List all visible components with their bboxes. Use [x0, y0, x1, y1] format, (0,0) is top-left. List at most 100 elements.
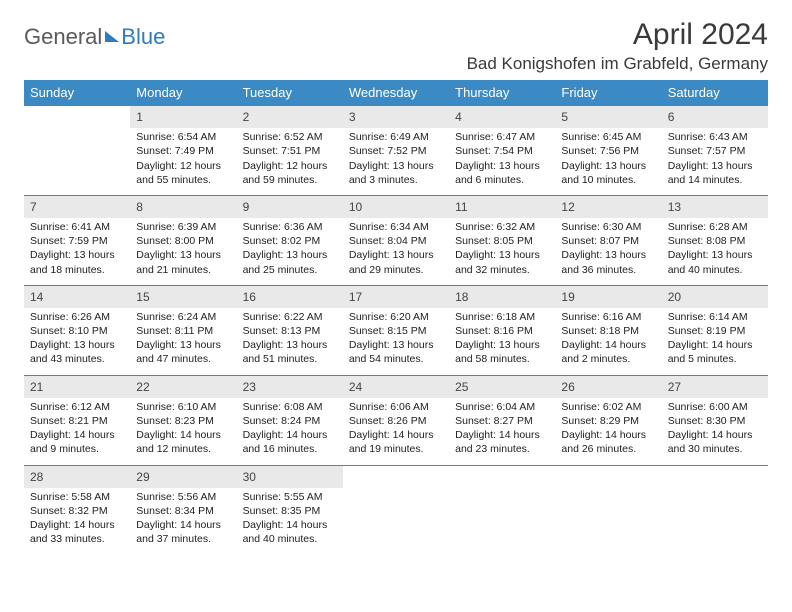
day-info: Sunrise: 5:56 AMSunset: 8:34 PMDaylight:…: [130, 488, 236, 555]
sunrise-text: Sunrise: 6:43 AM: [668, 130, 762, 144]
daylight-text: Daylight: 14 hours and 19 minutes.: [349, 428, 443, 456]
day-number-cell: 30: [237, 465, 343, 488]
day-number-cell: 29: [130, 465, 236, 488]
day-info-cell: Sunrise: 6:45 AMSunset: 7:56 PMDaylight:…: [555, 128, 661, 195]
day-info-cell: Sunrise: 6:47 AMSunset: 7:54 PMDaylight:…: [449, 128, 555, 195]
day-info-cell: Sunrise: 6:02 AMSunset: 8:29 PMDaylight:…: [555, 398, 661, 465]
sunset-text: Sunset: 7:51 PM: [243, 144, 337, 158]
day-number: 12: [555, 196, 661, 218]
day-info-cell: Sunrise: 6:54 AMSunset: 7:49 PMDaylight:…: [130, 128, 236, 195]
sunrise-text: Sunrise: 6:34 AM: [349, 220, 443, 234]
day-number: 23: [237, 376, 343, 398]
day-info: [449, 488, 555, 512]
brand-logo: General Blue: [24, 18, 165, 50]
day-number-cell: 24: [343, 375, 449, 398]
day-number-cell: 7: [24, 195, 130, 218]
day-info: Sunrise: 6:14 AMSunset: 8:19 PMDaylight:…: [662, 308, 768, 375]
daylight-text: Daylight: 13 hours and 43 minutes.: [30, 338, 124, 366]
sunset-text: Sunset: 8:16 PM: [455, 324, 549, 338]
day-number: 9: [237, 196, 343, 218]
day-number-cell: 27: [662, 375, 768, 398]
day-info-cell: Sunrise: 6:32 AMSunset: 8:05 PMDaylight:…: [449, 218, 555, 285]
sunrise-text: Sunrise: 6:16 AM: [561, 310, 655, 324]
day-info-cell: Sunrise: 6:49 AMSunset: 7:52 PMDaylight:…: [343, 128, 449, 195]
daylight-text: Daylight: 14 hours and 9 minutes.: [30, 428, 124, 456]
day-info-cell: [662, 488, 768, 555]
day-number-cell: 15: [130, 285, 236, 308]
sunrise-text: Sunrise: 6:22 AM: [243, 310, 337, 324]
page-title: April 2024: [467, 18, 768, 52]
sunrise-text: Sunrise: 6:39 AM: [136, 220, 230, 234]
day-info-cell: Sunrise: 6:18 AMSunset: 8:16 PMDaylight:…: [449, 308, 555, 375]
day-number-cell: 20: [662, 285, 768, 308]
day-info-cell: Sunrise: 6:06 AMSunset: 8:26 PMDaylight:…: [343, 398, 449, 465]
day-number-cell: [24, 106, 130, 129]
sunset-text: Sunset: 8:34 PM: [136, 504, 230, 518]
sunrise-text: Sunrise: 6:20 AM: [349, 310, 443, 324]
day-number-cell: 12: [555, 195, 661, 218]
day-number: 20: [662, 286, 768, 308]
day-info: Sunrise: 6:28 AMSunset: 8:08 PMDaylight:…: [662, 218, 768, 285]
sunrise-text: Sunrise: 5:58 AM: [30, 490, 124, 504]
day-number-cell: [555, 465, 661, 488]
day-info-cell: Sunrise: 5:55 AMSunset: 8:35 PMDaylight:…: [237, 488, 343, 555]
day-info-cell: Sunrise: 6:24 AMSunset: 8:11 PMDaylight:…: [130, 308, 236, 375]
sunset-text: Sunset: 8:13 PM: [243, 324, 337, 338]
day-info-cell: Sunrise: 6:28 AMSunset: 8:08 PMDaylight:…: [662, 218, 768, 285]
week-0-info-row: Sunrise: 6:54 AMSunset: 7:49 PMDaylight:…: [24, 128, 768, 195]
day-info: Sunrise: 6:22 AMSunset: 8:13 PMDaylight:…: [237, 308, 343, 375]
daylight-text: Daylight: 14 hours and 2 minutes.: [561, 338, 655, 366]
day-number-cell: [449, 465, 555, 488]
weekday-header-wednesday: Wednesday: [343, 80, 449, 106]
day-info: Sunrise: 6:36 AMSunset: 8:02 PMDaylight:…: [237, 218, 343, 285]
day-info: Sunrise: 6:45 AMSunset: 7:56 PMDaylight:…: [555, 128, 661, 195]
sunrise-text: Sunrise: 6:12 AM: [30, 400, 124, 414]
sunset-text: Sunset: 8:15 PM: [349, 324, 443, 338]
daylight-text: Daylight: 14 hours and 12 minutes.: [136, 428, 230, 456]
day-number: [555, 466, 661, 488]
day-info: Sunrise: 6:26 AMSunset: 8:10 PMDaylight:…: [24, 308, 130, 375]
day-info-cell: Sunrise: 6:39 AMSunset: 8:00 PMDaylight:…: [130, 218, 236, 285]
daylight-text: Daylight: 13 hours and 58 minutes.: [455, 338, 549, 366]
week-2-daynum-row: 14151617181920: [24, 285, 768, 308]
daylight-text: Daylight: 13 hours and 32 minutes.: [455, 248, 549, 276]
day-number: 14: [24, 286, 130, 308]
day-info: Sunrise: 6:04 AMSunset: 8:27 PMDaylight:…: [449, 398, 555, 465]
day-info-cell: Sunrise: 6:12 AMSunset: 8:21 PMDaylight:…: [24, 398, 130, 465]
day-number-cell: 22: [130, 375, 236, 398]
day-number-cell: [662, 465, 768, 488]
day-number-cell: 8: [130, 195, 236, 218]
day-number-cell: 23: [237, 375, 343, 398]
sunset-text: Sunset: 7:54 PM: [455, 144, 549, 158]
calendar-table: SundayMondayTuesdayWednesdayThursdayFrid…: [24, 80, 768, 554]
day-number: 8: [130, 196, 236, 218]
sunset-text: Sunset: 7:56 PM: [561, 144, 655, 158]
day-number: 30: [237, 466, 343, 488]
sunrise-text: Sunrise: 6:45 AM: [561, 130, 655, 144]
day-info-cell: [24, 128, 130, 195]
day-info: Sunrise: 6:34 AMSunset: 8:04 PMDaylight:…: [343, 218, 449, 285]
daylight-text: Daylight: 12 hours and 59 minutes.: [243, 159, 337, 187]
week-3-info-row: Sunrise: 6:12 AMSunset: 8:21 PMDaylight:…: [24, 398, 768, 465]
day-info: Sunrise: 6:41 AMSunset: 7:59 PMDaylight:…: [24, 218, 130, 285]
sunrise-text: Sunrise: 6:32 AM: [455, 220, 549, 234]
week-1-info-row: Sunrise: 6:41 AMSunset: 7:59 PMDaylight:…: [24, 218, 768, 285]
day-info-cell: Sunrise: 6:10 AMSunset: 8:23 PMDaylight:…: [130, 398, 236, 465]
day-info: Sunrise: 6:43 AMSunset: 7:57 PMDaylight:…: [662, 128, 768, 195]
sunrise-text: Sunrise: 6:28 AM: [668, 220, 762, 234]
day-number-cell: 16: [237, 285, 343, 308]
day-info-cell: Sunrise: 6:52 AMSunset: 7:51 PMDaylight:…: [237, 128, 343, 195]
day-info: Sunrise: 6:20 AMSunset: 8:15 PMDaylight:…: [343, 308, 449, 375]
day-info-cell: Sunrise: 6:34 AMSunset: 8:04 PMDaylight:…: [343, 218, 449, 285]
sunset-text: Sunset: 8:05 PM: [455, 234, 549, 248]
sunset-text: Sunset: 8:10 PM: [30, 324, 124, 338]
day-number: 21: [24, 376, 130, 398]
day-info: [24, 128, 130, 152]
day-number: 7: [24, 196, 130, 218]
day-number: [24, 106, 130, 128]
day-info: Sunrise: 6:32 AMSunset: 8:05 PMDaylight:…: [449, 218, 555, 285]
sunset-text: Sunset: 8:04 PM: [349, 234, 443, 248]
day-info: [555, 488, 661, 512]
sunset-text: Sunset: 8:27 PM: [455, 414, 549, 428]
day-number-cell: 3: [343, 106, 449, 129]
